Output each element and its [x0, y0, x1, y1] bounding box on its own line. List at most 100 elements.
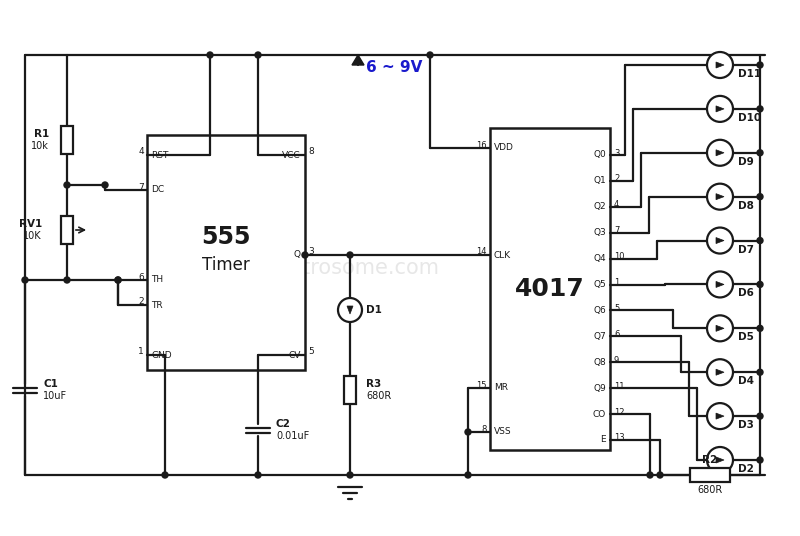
Text: Q2: Q2 — [594, 202, 606, 211]
Text: VDD: VDD — [494, 144, 514, 153]
Text: R1: R1 — [34, 129, 49, 139]
Polygon shape — [716, 413, 724, 419]
Circle shape — [707, 228, 733, 254]
Circle shape — [757, 413, 763, 419]
Circle shape — [64, 277, 70, 283]
Circle shape — [757, 193, 763, 200]
Text: Q: Q — [294, 250, 301, 259]
Text: Q8: Q8 — [594, 358, 606, 367]
Polygon shape — [716, 369, 724, 375]
Text: 555: 555 — [202, 226, 250, 249]
Text: RST: RST — [151, 151, 168, 160]
Circle shape — [647, 472, 653, 478]
Text: 680R: 680R — [698, 485, 722, 495]
Text: 9: 9 — [614, 356, 619, 365]
Circle shape — [162, 472, 168, 478]
Text: 13: 13 — [614, 434, 625, 443]
Circle shape — [347, 252, 353, 258]
Circle shape — [707, 52, 733, 78]
Text: 7: 7 — [138, 182, 144, 191]
Text: 15: 15 — [477, 381, 487, 390]
Text: D2: D2 — [738, 464, 754, 474]
Circle shape — [64, 182, 70, 188]
Polygon shape — [352, 55, 364, 65]
Text: 1: 1 — [138, 347, 144, 356]
Circle shape — [707, 184, 733, 210]
Text: 0.01uF: 0.01uF — [276, 431, 310, 441]
Circle shape — [115, 277, 121, 283]
Text: Q4: Q4 — [594, 254, 606, 263]
Text: 12: 12 — [614, 407, 625, 416]
Text: D4: D4 — [738, 376, 754, 386]
Circle shape — [207, 52, 213, 58]
Text: 10K: 10K — [23, 231, 42, 241]
Text: 680R: 680R — [366, 391, 391, 401]
Text: Q0: Q0 — [594, 151, 606, 160]
Text: D1: D1 — [366, 305, 382, 315]
Text: D8: D8 — [738, 200, 754, 211]
Circle shape — [757, 281, 763, 287]
Circle shape — [707, 315, 733, 341]
Text: D5: D5 — [738, 332, 754, 343]
Text: RV1: RV1 — [18, 219, 42, 229]
Text: CLK: CLK — [494, 250, 511, 259]
Text: D10: D10 — [738, 113, 761, 123]
Text: 14: 14 — [477, 248, 487, 257]
Circle shape — [115, 277, 121, 283]
Text: C1: C1 — [43, 379, 58, 389]
Circle shape — [707, 447, 733, 473]
Circle shape — [757, 325, 763, 331]
Circle shape — [255, 52, 261, 58]
Circle shape — [347, 472, 353, 478]
Circle shape — [707, 140, 733, 166]
Text: TR: TR — [151, 301, 162, 309]
Text: Q9: Q9 — [594, 384, 606, 393]
Text: 6 ~ 9V: 6 ~ 9V — [366, 60, 422, 75]
Text: E: E — [600, 435, 606, 444]
Text: 5: 5 — [308, 347, 314, 356]
Text: Q6: Q6 — [594, 306, 606, 315]
Text: 4017: 4017 — [515, 277, 585, 301]
Text: 6: 6 — [138, 272, 144, 281]
Text: 8: 8 — [308, 147, 314, 157]
Circle shape — [757, 150, 763, 156]
Text: Q7: Q7 — [594, 332, 606, 341]
Text: 10: 10 — [614, 252, 625, 261]
Text: Q5: Q5 — [594, 280, 606, 289]
Text: 6: 6 — [614, 330, 619, 339]
Circle shape — [465, 429, 471, 435]
Text: 3: 3 — [308, 248, 314, 257]
Circle shape — [757, 369, 763, 375]
Polygon shape — [716, 325, 724, 331]
Circle shape — [757, 62, 763, 68]
Bar — [61, 126, 73, 154]
Circle shape — [302, 252, 308, 258]
Text: D9: D9 — [738, 157, 754, 167]
Text: 10uF: 10uF — [43, 391, 67, 401]
Circle shape — [465, 472, 471, 478]
Circle shape — [757, 106, 763, 112]
Text: 11: 11 — [614, 382, 625, 391]
Text: 5: 5 — [614, 304, 619, 313]
Text: D3: D3 — [738, 420, 754, 430]
Circle shape — [707, 96, 733, 122]
Bar — [690, 468, 730, 482]
Text: CO: CO — [593, 410, 606, 419]
Text: 3: 3 — [614, 148, 619, 158]
Text: GND: GND — [151, 351, 172, 360]
Text: 4: 4 — [138, 147, 144, 157]
Bar — [147, 135, 305, 370]
Text: 1: 1 — [614, 278, 619, 287]
Circle shape — [255, 472, 261, 478]
Circle shape — [757, 237, 763, 243]
Text: VSS: VSS — [494, 428, 512, 436]
Circle shape — [707, 403, 733, 429]
Text: 16: 16 — [476, 140, 487, 150]
Polygon shape — [716, 281, 724, 287]
Text: CV: CV — [289, 351, 301, 360]
Circle shape — [427, 52, 433, 58]
Polygon shape — [716, 150, 724, 156]
Bar — [344, 376, 356, 404]
Text: 8: 8 — [482, 425, 487, 434]
Text: electrosome.com: electrosome.com — [260, 258, 440, 278]
